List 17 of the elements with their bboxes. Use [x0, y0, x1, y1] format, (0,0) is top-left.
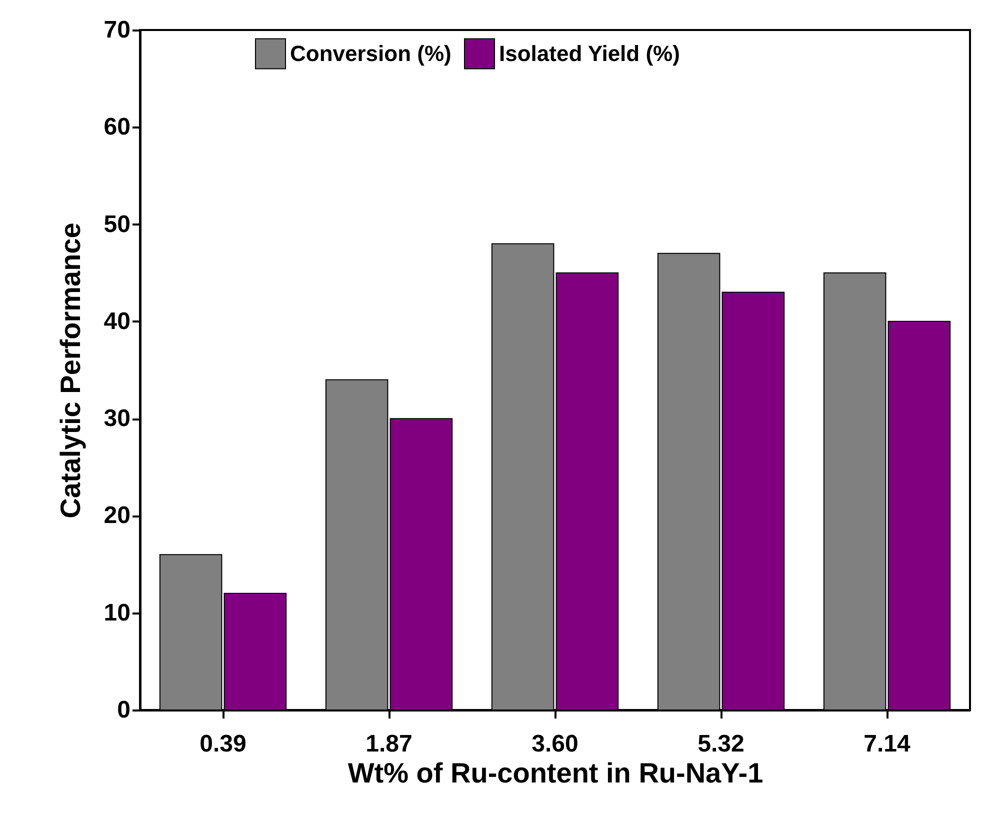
y-tick-label: 20: [104, 502, 130, 530]
y-tick-label: 10: [104, 599, 130, 626]
legend-label: Conversion (%): [290, 40, 452, 66]
x-tick-label: 5.32: [698, 730, 744, 758]
y-tick-label: 40: [104, 308, 130, 335]
x-tick-label: 0.39: [200, 730, 246, 758]
y-tick-label: 0: [117, 696, 130, 724]
y-axis-title: Catalytic Performance: [54, 222, 86, 518]
x-axis-title: Wt% of Ru-content in Ru-NaY-1: [348, 758, 764, 788]
x-tick-label: 1.87: [366, 730, 412, 758]
y-tick-label: 70: [104, 16, 130, 44]
legend-label: Isolated Yield (%): [499, 40, 680, 66]
y-tick-label: 30: [104, 405, 130, 432]
y-tick-label: 50: [104, 210, 130, 238]
x-tick-label: 7.14: [864, 730, 912, 758]
x-tick-label: 3.60: [532, 730, 578, 758]
y-tick-label: 60: [104, 114, 130, 141]
